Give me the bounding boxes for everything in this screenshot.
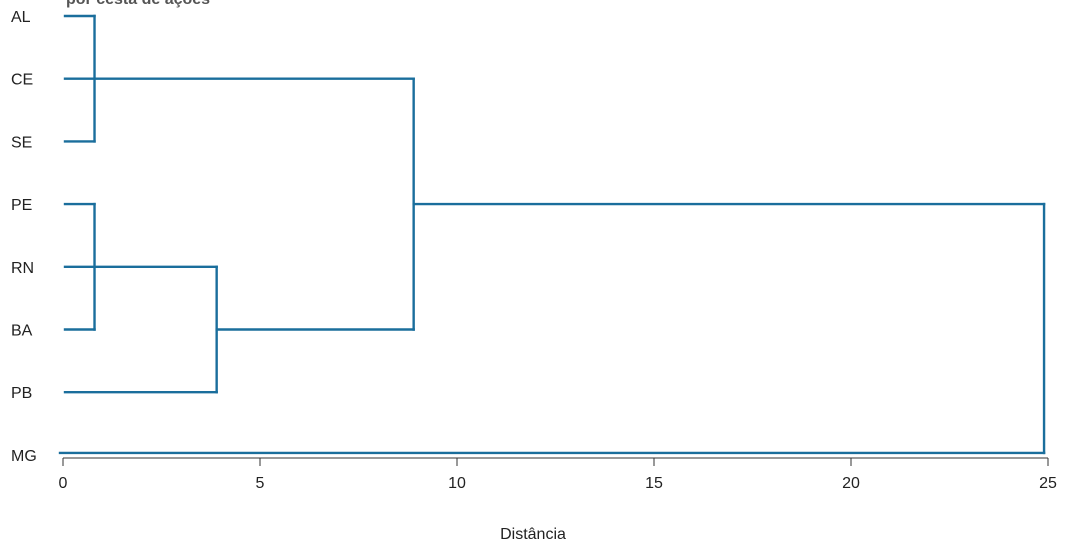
x-tick-label-15: 15 xyxy=(645,475,663,492)
leaf-label-pb: PB xyxy=(11,385,32,402)
x-tick-label-10: 10 xyxy=(448,475,466,492)
chart-title: por cesta de ações xyxy=(66,0,210,9)
x-tick-label-20: 20 xyxy=(842,475,860,492)
x-axis-label: Distância xyxy=(500,526,566,543)
leaf-label-ba: BA xyxy=(11,323,33,340)
x-tick-label-25: 25 xyxy=(1039,475,1057,492)
leaf-label-mg: MG xyxy=(11,448,37,465)
leaf-label-rn: RN xyxy=(11,260,34,277)
leaf-label-ce: CE xyxy=(11,72,33,89)
leaf-label-pe: PE xyxy=(11,197,32,214)
x-tick-label-0: 0 xyxy=(59,475,68,492)
leaf-label-al: AL xyxy=(11,9,31,26)
leaf-label-se: SE xyxy=(11,134,32,151)
x-tick-label-5: 5 xyxy=(256,475,265,492)
